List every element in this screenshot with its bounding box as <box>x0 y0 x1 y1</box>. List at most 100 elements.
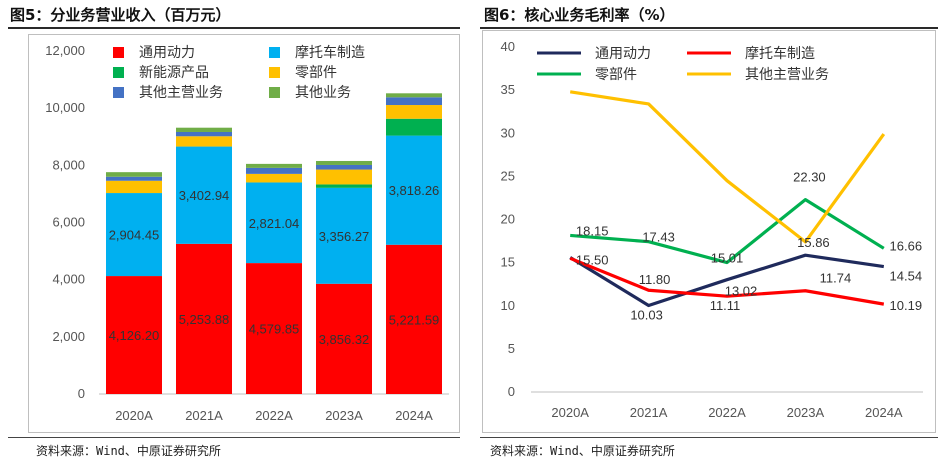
bar-segment <box>316 169 372 185</box>
y-tick-label: 8,000 <box>52 157 85 172</box>
bar-data-label: 5,253.88 <box>179 312 230 327</box>
bar-segment <box>386 118 442 136</box>
bar-segment <box>316 187 372 284</box>
bar-segment <box>246 163 302 168</box>
revenue-plot-frame: 0 2,000 4,000 6,000 8,000 10,000 12,000 2020A 4,… <box>28 34 460 433</box>
revenue-chart-title: 图5：分业务营业收入（百万元） <box>10 6 231 24</box>
bar-segment <box>176 146 232 244</box>
bar-segment <box>316 164 372 170</box>
legend-label: 通用动力 <box>595 45 651 61</box>
bar-data-label: 3,818.26 <box>389 183 440 198</box>
y-tick-label: 40 <box>501 39 515 54</box>
legend-label: 摩托车制造 <box>295 44 365 60</box>
margin-plot-frame: 0 5 10 15 20 25 30 35 40 2020A 2021A 2022A 2023A 2024… <box>482 30 936 433</box>
series-line <box>569 253 885 308</box>
legend-label: 其他业务 <box>295 84 351 100</box>
line-data-label: 15.01 <box>711 251 744 266</box>
legend-label: 摩托车制造 <box>745 45 815 61</box>
bar-segment <box>316 184 372 188</box>
bar-segment <box>176 136 232 147</box>
x-tick-label: 2024A <box>395 408 433 423</box>
line-data-label: 15.86 <box>797 235 830 250</box>
margin-source-note: 资料来源：Wind、中原证券研究所 <box>490 444 675 458</box>
y-tick-label: 4,000 <box>52 272 85 287</box>
legend-swatch <box>269 47 280 58</box>
line-data-label: 13.02 <box>725 284 758 299</box>
revenue-stacked-bar-chart: 0 2,000 4,000 6,000 8,000 10,000 12,000 2020A 4,… <box>45 43 449 423</box>
line-data-label: 16.66 <box>890 238 923 253</box>
gross-margin-line-chart: 0 5 10 15 20 25 30 35 40 2020A 2021A 2022A 2023A 2024… <box>501 39 923 420</box>
bar-segment <box>386 93 442 98</box>
x-tick-label: 2021A <box>630 405 668 420</box>
y-tick-label: 15 <box>501 255 515 270</box>
bar-segment <box>316 160 372 165</box>
x-tick-label: 2023A <box>325 408 363 423</box>
revenue-chart-panel: 图5：分业务营业收入（百万元） 0 2,000 4,000 6,000 8,000 10,… <box>0 0 462 464</box>
series-line <box>570 198 885 265</box>
y-tick-label: 10,000 <box>45 100 85 115</box>
legend-label: 其他主营业务 <box>139 84 223 100</box>
series-line <box>569 256 885 306</box>
line-data-label: 10.19 <box>890 298 923 313</box>
bar-segment <box>386 135 442 245</box>
legend-label: 零部件 <box>595 66 637 82</box>
source-rule <box>480 437 938 438</box>
bar-data-label: 3,402.94 <box>179 188 230 203</box>
bar-segment <box>246 182 302 264</box>
bar-segment <box>176 243 232 394</box>
revenue-source-note: 资料来源：Wind、中原证券研究所 <box>36 444 221 458</box>
y-tick-label: 35 <box>501 82 515 97</box>
legend-label: 通用动力 <box>139 44 195 60</box>
y-tick-label: 0 <box>508 384 515 399</box>
legend-swatch <box>269 67 280 78</box>
bar-segment <box>316 283 372 394</box>
bar-segment <box>386 97 442 106</box>
title-rule <box>8 27 460 29</box>
title-rule <box>480 27 938 29</box>
bar-segment <box>386 105 442 119</box>
bar-segment <box>176 127 232 132</box>
line-data-label: 14.54 <box>890 269 923 284</box>
y-tick-label: 10 <box>501 298 515 313</box>
x-tick-label: 2024A <box>865 405 903 420</box>
line-data-label: 15.50 <box>576 252 609 267</box>
y-tick-label: 30 <box>501 125 515 140</box>
y-tick-label: 20 <box>501 212 515 227</box>
bar-segment <box>106 193 162 277</box>
legend-label: 其他主营业务 <box>745 66 829 82</box>
bar-data-label: 2,821.04 <box>249 216 300 231</box>
bar-segment <box>246 173 302 183</box>
x-tick-label: 2020A <box>115 408 153 423</box>
legend-swatch <box>113 67 124 78</box>
bar-segment <box>106 276 162 394</box>
y-tick-label: 6,000 <box>52 215 85 230</box>
bar-segment <box>106 172 162 177</box>
legend-swatch <box>113 47 124 58</box>
x-tick-label: 2020A <box>551 405 589 420</box>
bar-data-label: 2,904.45 <box>109 228 160 243</box>
y-tick-label: 0 <box>78 386 85 401</box>
bar-segment <box>176 131 232 137</box>
legend-label: 零部件 <box>295 64 337 80</box>
line-data-label: 22.30 <box>793 170 826 185</box>
bar-segment <box>386 244 442 394</box>
y-tick-label: 5 <box>508 341 515 356</box>
bar-segment <box>106 176 162 181</box>
source-rule <box>8 437 460 438</box>
series-line <box>569 90 886 244</box>
legend-swatch <box>269 87 280 98</box>
line-data-label: 17.43 <box>642 230 675 245</box>
bar-data-label: 3,356.27 <box>319 229 370 244</box>
y-tick-label: 2,000 <box>52 329 85 344</box>
legend-swatch <box>113 87 124 98</box>
x-tick-label: 2022A <box>255 408 293 423</box>
bar-segment <box>246 263 302 394</box>
margin-chart-title: 图6：核心业务毛利率（%） <box>484 6 675 24</box>
bar-data-label: 3,856.32 <box>319 332 370 347</box>
line-data-label: 11.11 <box>710 298 741 313</box>
x-tick-label: 2022A <box>708 405 746 420</box>
bar-data-label: 4,579.85 <box>249 322 300 337</box>
margin-chart-panel: 图6：核心业务毛利率（%） 0 5 10 15 20 25 30 35 40 2020A 2021A… <box>474 0 940 464</box>
bar-data-label: 5,221.59 <box>389 312 440 327</box>
bar-data-label: 4,126.20 <box>109 328 160 343</box>
